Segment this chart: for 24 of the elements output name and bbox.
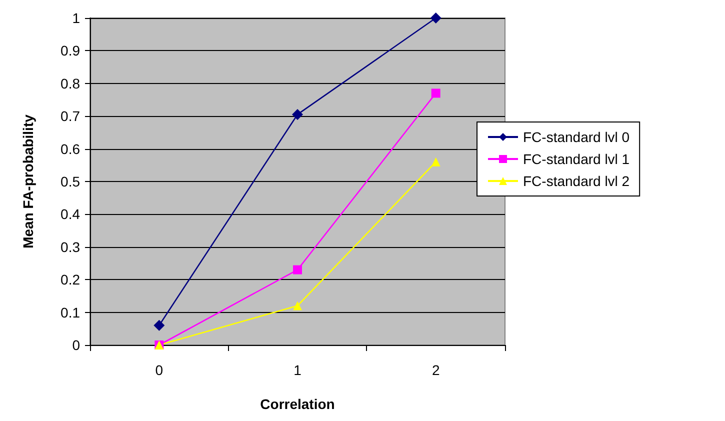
y-tick-label: 0.9 (60, 42, 80, 59)
y-tick-label: 0.5 (60, 174, 80, 190)
point (431, 88, 440, 98)
y-tick-label: 0.7 (60, 108, 80, 124)
point (292, 108, 303, 120)
x-tick-label: 0 (155, 362, 164, 378)
y-axis-title: Mean FA-probability (20, 114, 36, 248)
legend-label: FC-standard lvl 2 (523, 173, 630, 189)
x-tick-label: 2 (432, 362, 440, 378)
point (430, 12, 442, 24)
x-tick-label: 1 (294, 362, 302, 378)
legend-label: FC-standard lvl 1 (523, 151, 630, 167)
y-tick-label: 0.8 (60, 75, 80, 92)
y-tick-label: 0.3 (60, 238, 80, 255)
legend-label: FC-standard lvl 0 (523, 129, 630, 145)
x-axis-title: Correlation (260, 396, 335, 412)
point (293, 265, 302, 274)
y-tick-label: 1 (72, 10, 80, 26)
y-tick-label: 0 (72, 337, 80, 353)
y-tick-label: 0.2 (60, 272, 80, 288)
point (154, 320, 165, 331)
y-tick-label: 0.4 (60, 206, 80, 222)
y-tick-label: 0.1 (60, 304, 80, 320)
y-tick-label: 0.6 (60, 140, 80, 157)
